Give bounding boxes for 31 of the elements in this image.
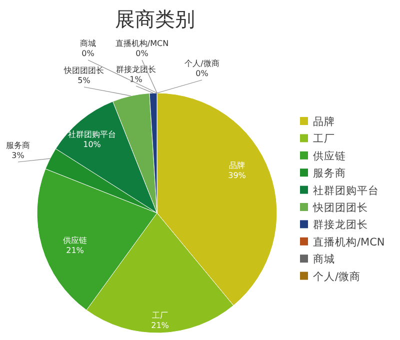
legend-label: 品牌 — [313, 116, 335, 128]
legend-label: 快团团团长 — [312, 201, 368, 214]
slice-label: 快团团团长 — [63, 66, 104, 75]
legend-label: 服务商 — [313, 166, 346, 180]
text: 0% — [136, 49, 148, 58]
chart-title: 展商类别 — [115, 7, 195, 31]
category-label: 商城 — [80, 39, 96, 48]
legend-label: 直播机构/MCN — [313, 235, 385, 248]
legend-label: 工厂 — [313, 133, 335, 146]
category-label: 直播机构/MCN — [115, 39, 169, 48]
data-label: 21% — [66, 246, 84, 255]
category-label: 个人/微商 — [184, 59, 220, 68]
slice-label: 品牌 — [229, 161, 245, 170]
slice-label: 工厂 — [152, 311, 168, 320]
legend-label: 个人/微商 — [313, 270, 361, 283]
data-label: 21% — [151, 321, 170, 330]
data-label: 39% — [228, 171, 246, 180]
legend-label: 社群团购平台 — [313, 184, 379, 197]
data-label: 10% — [83, 140, 102, 149]
data-label: 5% — [78, 76, 91, 85]
data-label: 3% — [12, 151, 25, 160]
slice-label: 社群团购平台 — [68, 130, 116, 139]
slice-label: 供应链 — [63, 236, 87, 245]
text: 0% — [82, 49, 94, 58]
legend-label: 群接龙团长 — [313, 218, 368, 232]
text: 0% — [196, 69, 208, 78]
slice-label: 服务商 — [6, 141, 30, 150]
slice-label: 群接龙团长 — [116, 65, 156, 74]
legend-label: 商城 — [313, 252, 335, 266]
data-label: 1% — [130, 75, 143, 84]
legend-label: 供应链 — [313, 149, 346, 162]
